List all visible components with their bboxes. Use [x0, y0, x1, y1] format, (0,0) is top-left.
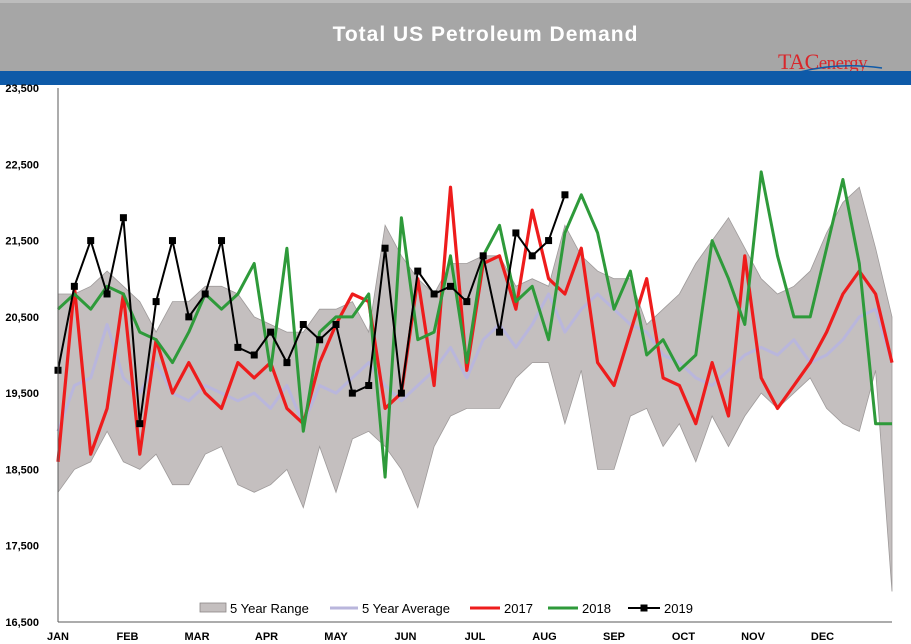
legend-label: 5 Year Range — [230, 601, 309, 616]
header-blue-stripe — [0, 71, 911, 85]
point-2019 — [168, 237, 176, 245]
series-line-5yr-average — [56, 292, 894, 432]
legend-item-5yr-range: 5 Year Range — [199, 601, 309, 616]
x-tick-label: AUG — [532, 631, 556, 643]
point-2019 — [185, 313, 193, 321]
point-2019 — [316, 336, 324, 344]
legend-label: 2019 — [664, 601, 693, 616]
x-tick-label: NOV — [741, 631, 766, 643]
point-2019 — [234, 343, 242, 351]
tac-energy-logo: TACenergy — [778, 49, 883, 75]
point-2019 — [381, 244, 389, 252]
point-2019 — [136, 420, 144, 428]
x-tick-label: JAN — [47, 631, 69, 643]
chart-legend: 5 Year Range 5 Year Average 2017 2018 2019 — [199, 601, 693, 616]
five-year-range-layer — [57, 186, 893, 592]
y-tick-label: 21,500 — [5, 236, 39, 248]
y-tick-label: 18,500 — [5, 464, 39, 476]
legend-item-5yr-average: 5 Year Average — [330, 601, 450, 616]
point-2019 — [348, 389, 356, 397]
point-2019 — [545, 237, 553, 245]
point-2019 — [397, 389, 405, 397]
point-2019 — [250, 351, 258, 359]
point-2019 — [87, 237, 95, 245]
header-top-line — [0, 0, 911, 3]
point-2019 — [561, 191, 569, 199]
x-tick-label: JUL — [465, 631, 486, 643]
x-tick-label: MAR — [184, 631, 209, 643]
five-year-range-area — [57, 186, 893, 592]
chart-title: Total US Petroleum Demand — [332, 23, 639, 46]
point-2019 — [332, 320, 340, 328]
y-tick-label: 23,500 — [5, 83, 39, 95]
y-tick-label: 22,500 — [5, 159, 39, 171]
legend-label: 5 Year Average — [362, 601, 450, 616]
point-2019 — [446, 282, 454, 290]
point-2019 — [512, 229, 520, 237]
point-2019 — [496, 328, 504, 336]
legend-swatch — [199, 602, 227, 613]
point-2019 — [430, 290, 438, 298]
point-2019 — [119, 214, 127, 222]
series-line-2018 — [56, 170, 892, 479]
header-band: Total US Petroleum Demand TACenergy — [0, 0, 911, 74]
point-2019 — [463, 298, 471, 306]
point-2019 — [528, 252, 536, 260]
point-2019 — [479, 252, 487, 260]
series-line-2019 — [57, 194, 566, 425]
x-tick-label: OCT — [672, 631, 696, 643]
x-tick-label: SEP — [603, 631, 625, 643]
legend-label: 2018 — [582, 601, 611, 616]
point-2019 — [218, 237, 226, 245]
y-tick-label: 17,500 — [5, 541, 39, 553]
legend-item-2019: 2019 — [628, 601, 693, 616]
point-2019 — [414, 267, 422, 275]
point-2019 — [70, 282, 78, 290]
y-tick-label: 20,500 — [5, 312, 39, 324]
point-2019 — [267, 328, 275, 336]
x-tick-label: FEB — [117, 631, 139, 643]
x-tick-label: DEC — [811, 631, 834, 643]
legend-item-2018: 2018 — [548, 601, 611, 616]
legend-label: 2017 — [504, 601, 533, 616]
point-2019 — [103, 290, 111, 298]
y-tick-label: 19,500 — [5, 388, 39, 400]
logo-tail: energy — [818, 53, 868, 74]
x-tick-label: JUN — [394, 631, 416, 643]
point-2019 — [365, 382, 373, 390]
legend-item-2017: 2017 — [470, 601, 533, 616]
point-2019 — [201, 290, 209, 298]
y-tick-label: 16,500 — [5, 617, 39, 629]
point-2019 — [283, 359, 291, 367]
legend-marker — [640, 604, 648, 612]
point-2019 — [152, 298, 160, 306]
series-lines-layer — [54, 170, 894, 479]
x-tick-label: APR — [255, 631, 278, 643]
axis-layer: 16,500 17,500 18,500 19,500 20,500 21,500 22,5… — [5, 83, 892, 643]
point-2019 — [299, 320, 307, 328]
logo-swoosh-icon — [799, 64, 883, 73]
x-tick-label: MAY — [324, 631, 348, 643]
